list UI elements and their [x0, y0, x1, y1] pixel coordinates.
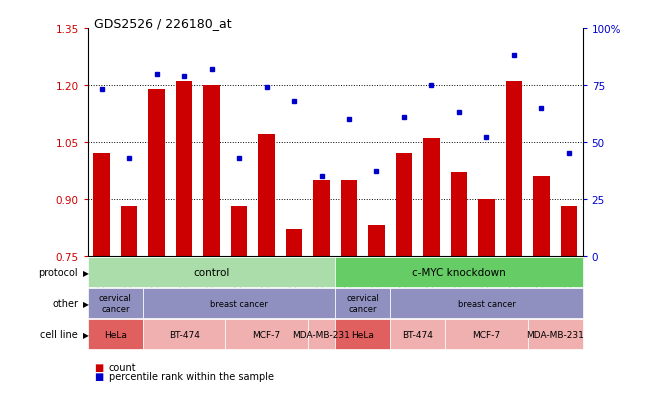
Text: BT-474: BT-474 — [169, 330, 199, 339]
Text: HeLa: HeLa — [104, 330, 127, 339]
Text: cell line: cell line — [40, 329, 78, 339]
Text: control: control — [193, 267, 230, 278]
Text: c-MYC knockdown: c-MYC knockdown — [412, 267, 506, 278]
Text: ■: ■ — [94, 363, 104, 373]
Bar — [396, 154, 412, 256]
Text: percentile rank within the sample: percentile rank within the sample — [109, 371, 273, 381]
Text: cervical
cancer: cervical cancer — [346, 294, 379, 313]
Text: ▶: ▶ — [83, 268, 89, 277]
Bar — [258, 135, 275, 256]
Text: breast cancer: breast cancer — [458, 299, 516, 308]
Text: HeLa: HeLa — [352, 330, 374, 339]
Text: other: other — [52, 298, 78, 309]
Text: BT-474: BT-474 — [402, 330, 433, 339]
Bar — [561, 207, 577, 256]
Bar — [368, 226, 385, 256]
Bar — [450, 173, 467, 256]
Text: MCF-7: MCF-7 — [473, 330, 501, 339]
Text: MDA-MB-231: MDA-MB-231 — [292, 330, 350, 339]
Text: ▶: ▶ — [83, 330, 89, 339]
Bar — [423, 139, 439, 256]
Bar — [533, 177, 549, 256]
Bar — [231, 207, 247, 256]
Text: ■: ■ — [94, 371, 104, 381]
Text: breast cancer: breast cancer — [210, 299, 268, 308]
Text: GDS2526 / 226180_at: GDS2526 / 226180_at — [94, 17, 232, 29]
Text: MDA-MB-231: MDA-MB-231 — [526, 330, 584, 339]
Bar — [506, 82, 522, 256]
Bar — [478, 199, 495, 256]
Bar — [203, 85, 220, 256]
Bar — [340, 180, 357, 256]
Text: count: count — [109, 363, 136, 373]
Bar — [286, 230, 302, 256]
Bar — [148, 90, 165, 256]
Bar — [93, 154, 110, 256]
Bar — [313, 180, 330, 256]
Bar — [176, 82, 192, 256]
Text: protocol: protocol — [38, 267, 78, 278]
Text: MCF-7: MCF-7 — [253, 330, 281, 339]
Text: cervical
cancer: cervical cancer — [99, 294, 132, 313]
Text: ▶: ▶ — [83, 299, 89, 308]
Bar — [121, 207, 137, 256]
